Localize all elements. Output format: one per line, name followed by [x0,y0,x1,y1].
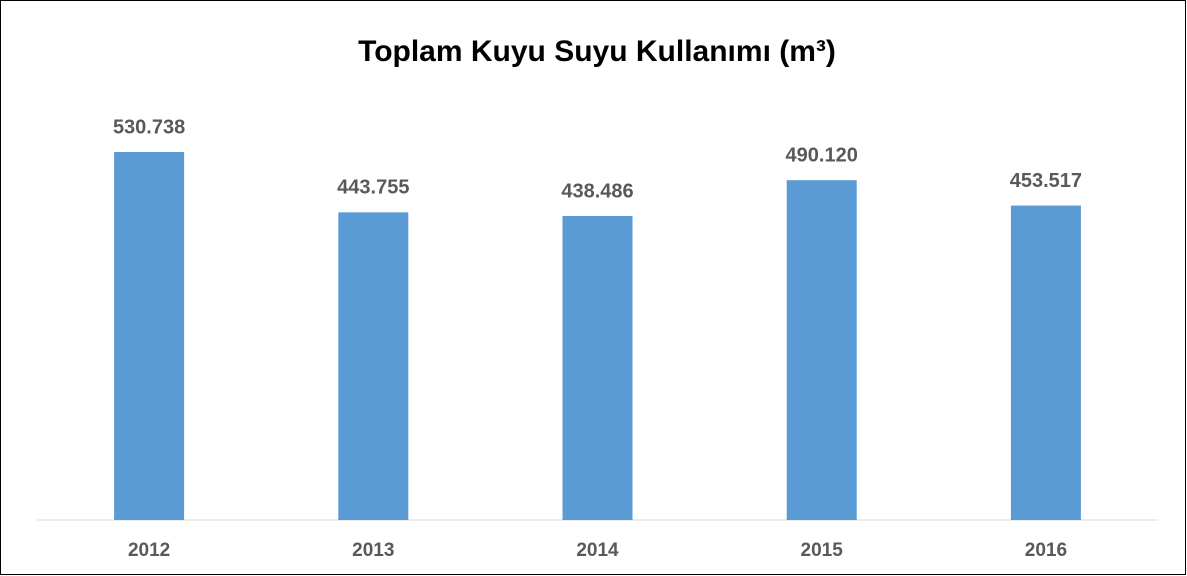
data-label: 490.120 [786,144,858,166]
x-tick-label: 2012 [128,540,170,561]
bar [786,180,857,520]
x-tick-label: 2014 [576,540,619,561]
x-tick-label: 2013 [352,540,394,561]
data-label: 443.755 [337,177,409,199]
chart-title: Toplam Kuyu Suyu Kullanımı (m³) [358,35,836,68]
bar [562,215,633,521]
bar [1010,205,1081,520]
data-label: 530.738 [113,116,185,138]
bar [338,212,409,520]
data-label: 453.517 [1010,170,1082,192]
x-tick-label: 2016 [1025,540,1067,561]
x-tick-label: 2015 [801,540,844,561]
data-label: 438.486 [561,180,633,202]
bar [114,152,185,520]
